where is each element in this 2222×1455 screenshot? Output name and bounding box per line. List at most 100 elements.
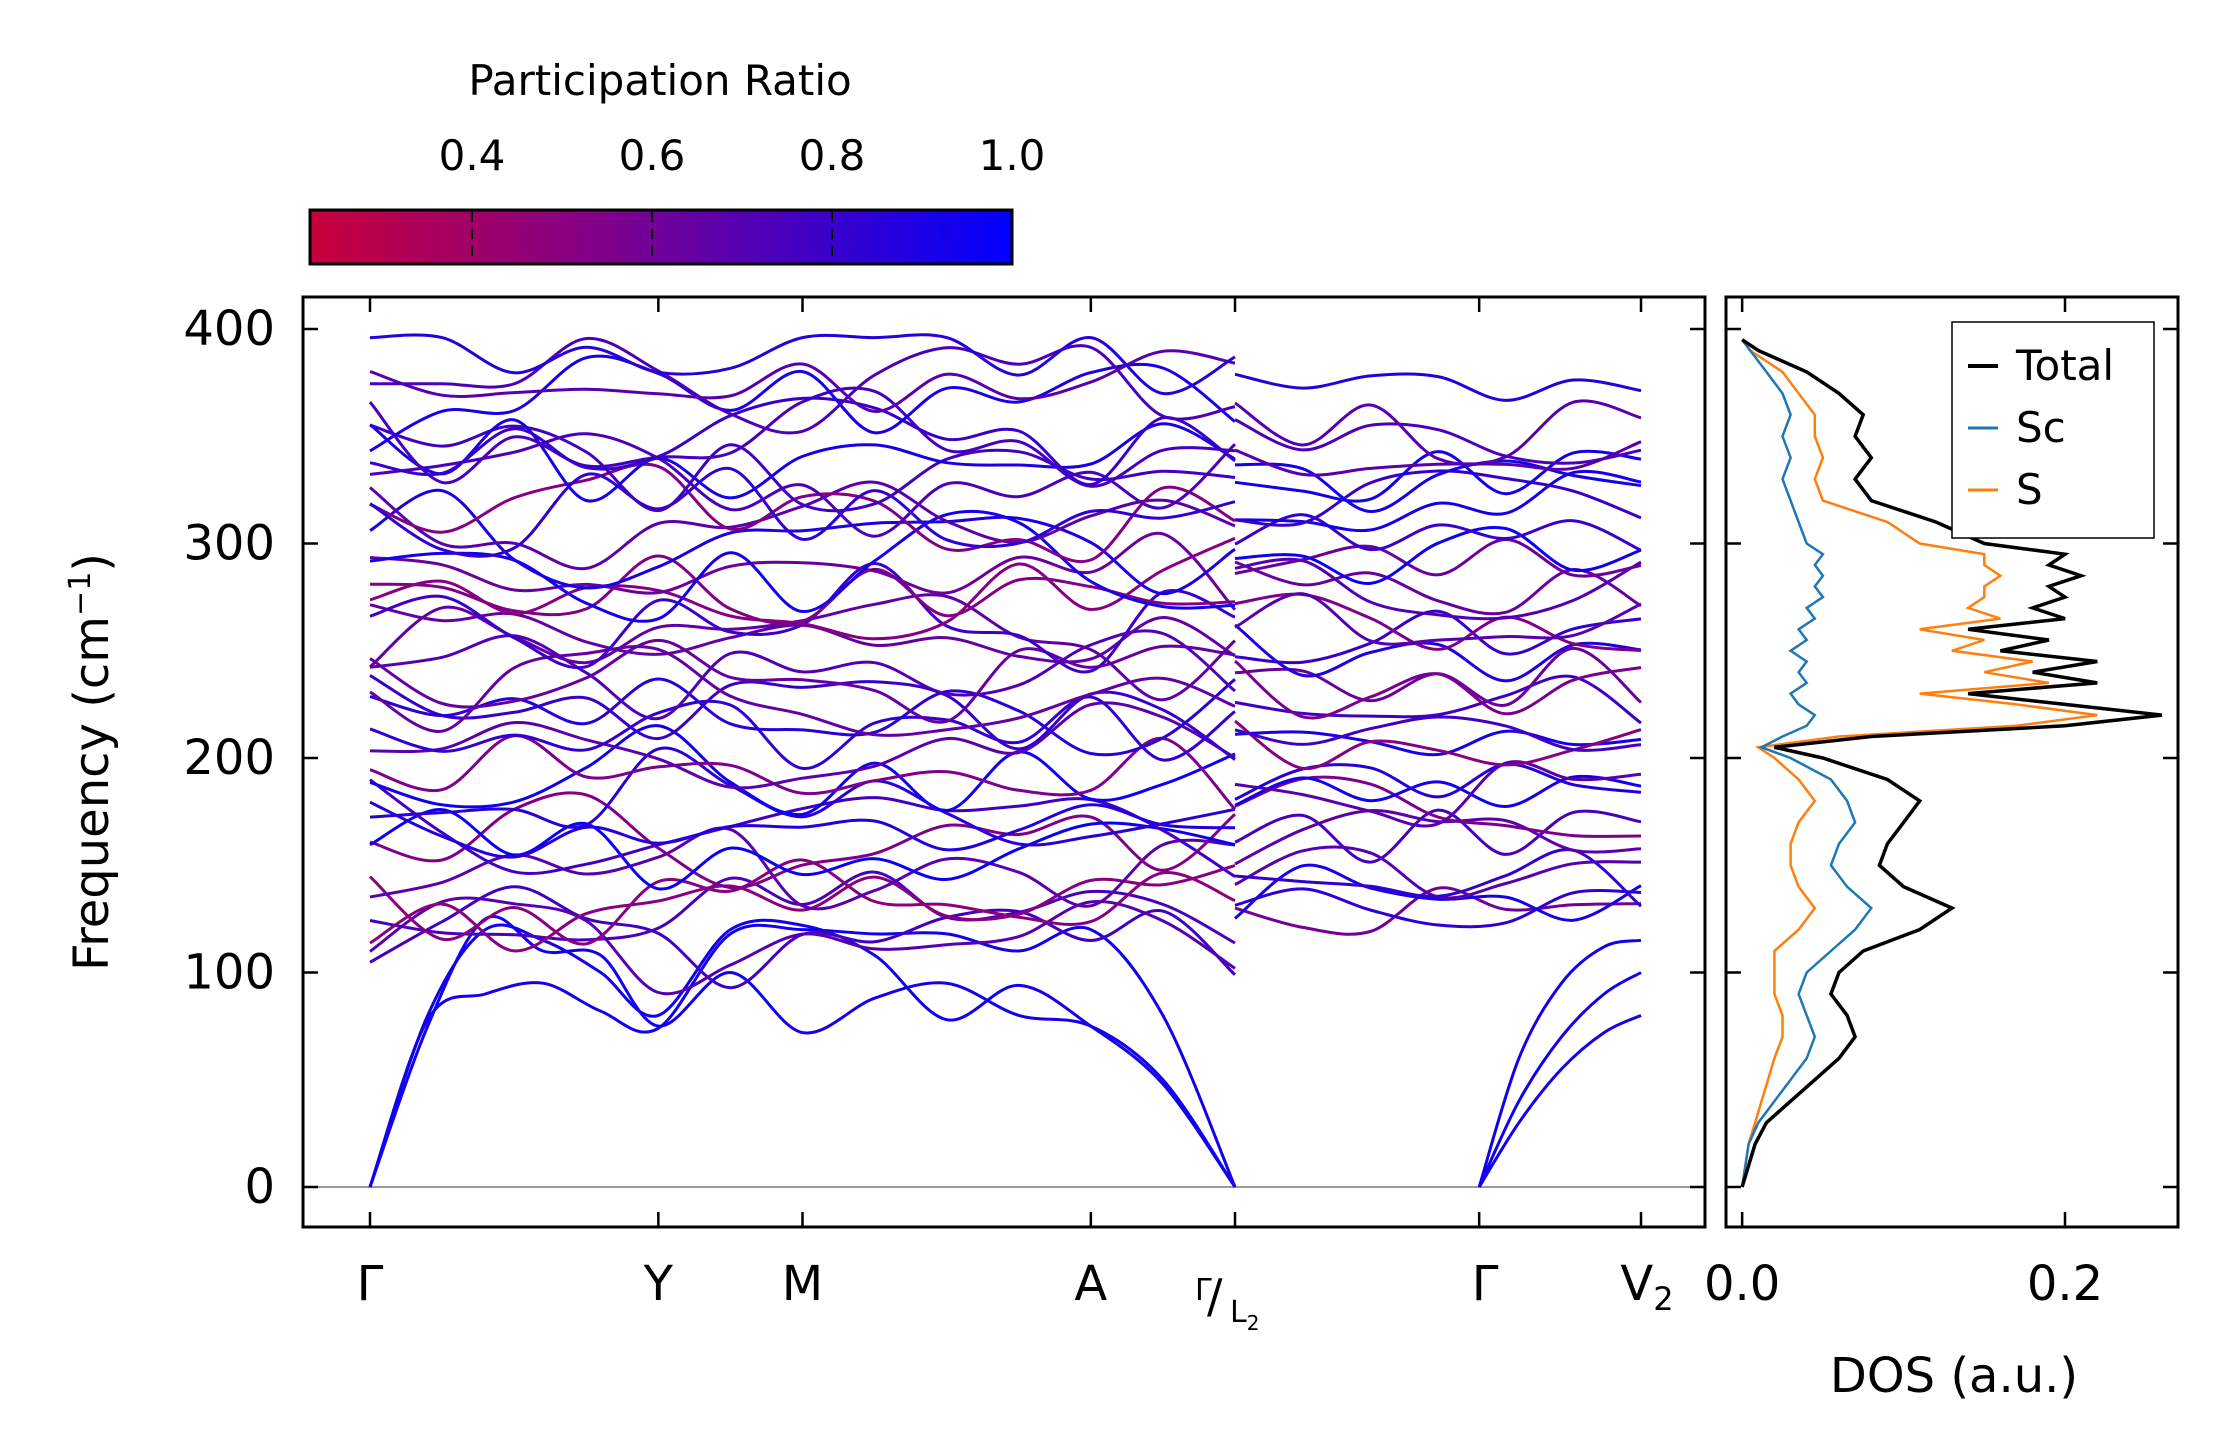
k-point-label-main: V (1620, 1256, 1653, 1312)
optical-branch (369, 349, 1236, 413)
band-xticks: Γ Y M A Γ V2 (357, 297, 1674, 1318)
optical-branch (369, 432, 1237, 538)
optical-branch (1234, 809, 1642, 866)
optical-branch (369, 554, 1236, 625)
dos-legend: Total Sc S (1951, 321, 2155, 539)
optical-branch (369, 896, 1236, 996)
k-point-label-main: Γ (1472, 1256, 1499, 1312)
dos-x-tick-label: 0.0 (1704, 1256, 1780, 1312)
legend-label-sc: Sc (2016, 403, 2066, 452)
ylabel-main: Frequency (cm (64, 616, 120, 971)
ylabel-sup: −1 (63, 572, 98, 616)
optical-branch (1234, 399, 1642, 467)
optical-branch (1234, 440, 1642, 477)
dos-panel-frame (1724, 295, 2180, 1229)
acoustic-branch (368, 923, 1237, 1188)
split-k-label: Γ / L2 (1195, 1269, 1259, 1335)
optical-branch (1234, 808, 1642, 864)
colorbar: Participation Ratio 0.4 0.6 0.8 1.0 (308, 56, 1045, 266)
k-point-label: Γ (1472, 1256, 1499, 1312)
y-tick-label: 200 (183, 730, 275, 786)
split-k-label-bottom-sub: 2 (1247, 1311, 1260, 1335)
colorbar-bar (308, 208, 1014, 266)
dos-line-total (1740, 338, 2163, 1188)
optical-branch (369, 870, 1236, 945)
optical-branch (369, 467, 1236, 558)
dos-xlabel: DOS (a.u.) (1830, 1348, 2078, 1404)
optical-branch (1234, 372, 1642, 402)
optical-branch (1234, 526, 1642, 585)
optical-branch (1234, 863, 1642, 922)
colorbar-title: Participation Ratio (468, 56, 851, 105)
colorbar-ticks: 0.4 0.6 0.8 1.0 (439, 131, 1045, 262)
optical-branch (369, 333, 1236, 396)
colorbar-tick-label: 0.6 (619, 131, 686, 180)
colorbar-tick-label: 0.8 (799, 131, 866, 180)
optical-branch (369, 561, 1236, 674)
optical-branch (1234, 715, 1642, 752)
band-yticks: 0 100 200 300 400 (183, 301, 1705, 1215)
optical-branch (369, 531, 1237, 611)
optical-branch (369, 734, 1237, 811)
k-point-label: Y (643, 1256, 674, 1312)
optical-branch (369, 536, 1236, 641)
svg-text:Frequency (cm−1): Frequency (cm−1) (63, 553, 120, 971)
dos-x-tick-label: 0.2 (2027, 1256, 2103, 1312)
legend-label-total: Total (2015, 341, 2114, 390)
optical-branch (1234, 513, 1642, 552)
optical-branch (369, 695, 1236, 770)
optical-branch (1234, 459, 1642, 514)
optical-branch (369, 864, 1236, 953)
k-point-label-sub: 2 (1653, 1280, 1673, 1318)
colorbar-tick-label: 0.4 (439, 131, 506, 180)
optical-branch (1234, 674, 1642, 725)
optical-branch (369, 418, 1236, 503)
optical-branch (369, 677, 1236, 757)
k-point-label: M (782, 1256, 823, 1312)
optical-branch (1234, 887, 1642, 929)
dos-ticks: 0.0 0.2 (1704, 297, 2178, 1312)
y-tick-label: 0 (244, 1159, 275, 1215)
acoustic-branch (1477, 971, 1642, 1188)
optical-branch (369, 701, 1236, 790)
optical-branch (1234, 418, 1642, 465)
dos-line-sc (1740, 338, 1873, 1188)
optical-branch (1234, 469, 1642, 527)
k-point-label: Γ (357, 1256, 384, 1312)
dos-panel: 0.0 0.2 DOS (a.u.) Total Sc S (1704, 295, 2180, 1404)
dos-legend-box (1951, 321, 2155, 539)
band-lines (303, 333, 1705, 1188)
optical-branch (369, 488, 1236, 596)
optical-branch (1234, 886, 1642, 936)
optical-branch (1234, 449, 1642, 503)
optical-branch (369, 746, 1236, 847)
y-tick-label: 300 (183, 516, 275, 572)
optical-branch (1234, 592, 1642, 653)
split-k-label-bottom: L (1230, 1295, 1247, 1330)
optical-branch (369, 423, 1236, 513)
dos-line-s (1740, 338, 2098, 1188)
split-k-label-slash: / (1207, 1269, 1223, 1323)
optical-branch (369, 603, 1236, 664)
optical-branch (369, 396, 1236, 487)
split-k-label-top: Γ (1195, 1273, 1212, 1308)
dos-lines (1740, 338, 2163, 1188)
y-tick-label: 400 (183, 301, 275, 357)
optical-branch (369, 808, 1236, 891)
acoustic-branch (1477, 938, 1642, 1188)
optical-branch (369, 480, 1236, 571)
y-axis-label: Frequency (cm−1) (63, 553, 120, 971)
k-point-label: V2 (1620, 1256, 1673, 1318)
optical-branch (1234, 659, 1642, 720)
svg-text:L2: L2 (1230, 1295, 1259, 1335)
optical-branch (1234, 537, 1642, 578)
y-tick-label: 100 (183, 945, 275, 1001)
optical-branch (1234, 609, 1642, 665)
optical-branch (1234, 848, 1642, 908)
optical-branch (368, 386, 1236, 488)
k-point-label: A (1074, 1256, 1107, 1312)
acoustic-branch (368, 915, 1237, 1188)
optical-branch (1234, 592, 1642, 646)
